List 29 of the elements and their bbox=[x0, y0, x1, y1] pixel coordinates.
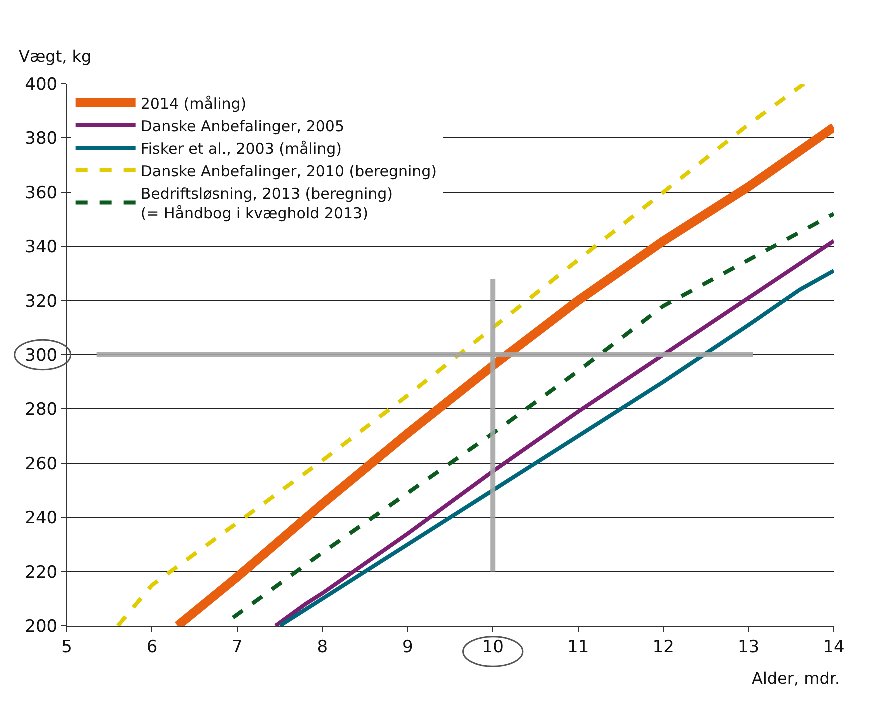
x-tick-label: 5 bbox=[62, 637, 72, 658]
y-tick-label: 280 bbox=[25, 400, 58, 420]
y-tick-label: 300 bbox=[25, 346, 58, 366]
legend-label: Bedriftsløsning, 2013 (beregning) (= Håndbog i kvæghold 2013) bbox=[140, 184, 394, 222]
x-tick-label: 6 bbox=[146, 637, 158, 658]
x-tick-label: 13 bbox=[738, 637, 760, 658]
legend-label: 2014 (måling) bbox=[140, 94, 247, 113]
x-tick-label: 11 bbox=[568, 637, 590, 658]
y-tick-label: 200 bbox=[25, 616, 58, 637]
y-tick-label: 380 bbox=[25, 129, 58, 150]
y-tick-label: 340 bbox=[25, 238, 58, 258]
x-tick-label: 9 bbox=[402, 637, 414, 658]
x-tick-label: 10 bbox=[482, 637, 504, 658]
y-tick-label: 220 bbox=[25, 562, 58, 583]
x-axis-title: Alder, mdr. bbox=[752, 669, 840, 688]
line-series bbox=[116, 84, 806, 626]
x-tick-label: 14 bbox=[823, 637, 845, 658]
x-tick-label: 7 bbox=[232, 637, 243, 658]
y-tick-label: 360 bbox=[25, 183, 58, 204]
y-tick-label: 320 bbox=[25, 292, 58, 312]
y-tick-label: 240 bbox=[25, 508, 58, 529]
x-tick-label: 12 bbox=[652, 637, 674, 658]
y-tick-label: 260 bbox=[25, 454, 58, 474]
y-tick-label: 400 bbox=[25, 74, 58, 95]
legend-label: Danske Anbefalinger, 2005 bbox=[140, 117, 345, 136]
y-axis-title: Vægt, kg bbox=[19, 47, 92, 66]
x-tick-label: 8 bbox=[317, 637, 328, 658]
legend-label: Danske Anbefalinger, 2010 (beregning) bbox=[140, 162, 438, 180]
legend-label: Fisker et al., 2003 (måling) bbox=[140, 140, 342, 158]
